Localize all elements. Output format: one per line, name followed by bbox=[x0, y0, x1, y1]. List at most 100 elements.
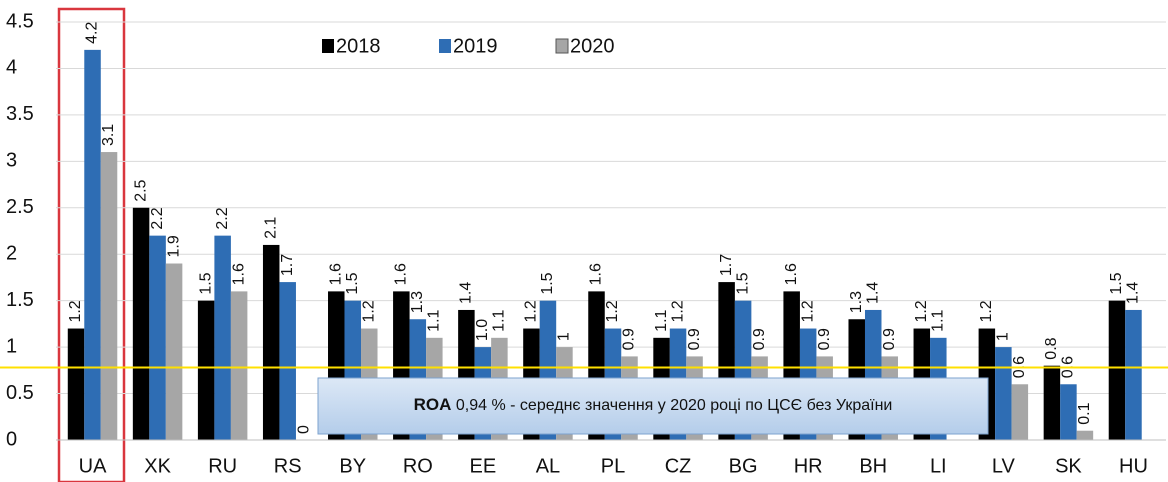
x-tick-label: LI bbox=[930, 455, 947, 477]
legend-swatch bbox=[439, 39, 451, 53]
y-tick-label: 4.5 bbox=[6, 10, 34, 32]
bar bbox=[67, 328, 85, 440]
data-label: 2.1 bbox=[262, 217, 279, 239]
x-tick-label: EE bbox=[470, 455, 497, 477]
data-label: 0.9 bbox=[751, 328, 768, 350]
x-tick-label: LV bbox=[992, 455, 1016, 477]
data-label: 1.7 bbox=[279, 254, 296, 276]
bar bbox=[995, 347, 1012, 440]
y-tick-label: 3 bbox=[6, 150, 17, 172]
x-tick-label: BH bbox=[859, 455, 887, 477]
data-label: 2.2 bbox=[149, 207, 166, 229]
x-tick-label: CZ bbox=[665, 455, 692, 477]
x-tick-label: XK bbox=[144, 455, 171, 477]
data-label: 1 bbox=[995, 332, 1012, 341]
data-label: 1.5 bbox=[197, 272, 214, 294]
bar bbox=[279, 282, 296, 440]
bar bbox=[165, 263, 183, 440]
legend-label: 2018 bbox=[336, 35, 381, 57]
x-tick-label: AL bbox=[536, 455, 560, 477]
x-tick-label: UA bbox=[79, 455, 107, 477]
data-label: 1.9 bbox=[165, 235, 182, 257]
x-tick-label: RO bbox=[403, 455, 433, 477]
data-label: 1.5 bbox=[734, 272, 751, 294]
data-label: 0.8 bbox=[1043, 337, 1060, 359]
bar bbox=[197, 300, 215, 440]
y-tick-label: 0.5 bbox=[6, 382, 34, 404]
bar bbox=[1108, 300, 1126, 440]
data-label: 1.2 bbox=[799, 300, 816, 322]
data-label: 0.9 bbox=[621, 328, 638, 350]
y-tick-label: 3.5 bbox=[6, 103, 34, 125]
x-tick-label: HU bbox=[1119, 455, 1148, 477]
data-label: 1.2 bbox=[360, 300, 377, 322]
annotation-bold: ROA bbox=[414, 395, 452, 414]
data-label: 1.1 bbox=[426, 309, 443, 331]
data-label: 1.2 bbox=[669, 300, 686, 322]
data-label: 4.2 bbox=[84, 22, 101, 44]
bar bbox=[100, 152, 118, 441]
data-label: 1.3 bbox=[409, 291, 426, 313]
y-tick-label: 4 bbox=[6, 57, 17, 79]
y-tick-label: 0 bbox=[6, 428, 17, 450]
data-label: 1.4 bbox=[458, 282, 475, 304]
data-label: 1.5 bbox=[1108, 272, 1125, 294]
legend-label: 2020 bbox=[570, 35, 615, 57]
data-label: 1 bbox=[556, 332, 573, 341]
x-tick-label: BY bbox=[339, 455, 366, 477]
annotation-text: 0,94 % - середнє значення у 2020 році по… bbox=[451, 397, 892, 414]
data-label: 1.6 bbox=[230, 263, 247, 285]
data-label: 1.1 bbox=[653, 309, 670, 331]
data-label: 0 bbox=[295, 425, 312, 434]
bar bbox=[1125, 309, 1142, 440]
y-tick-label: 1 bbox=[6, 335, 17, 357]
data-label: 1.5 bbox=[539, 272, 556, 294]
data-label: 0.9 bbox=[816, 328, 833, 350]
data-label: 1.2 bbox=[604, 300, 621, 322]
data-label: 1.5 bbox=[344, 272, 361, 294]
legend-swatch bbox=[322, 39, 334, 53]
data-label: 1.4 bbox=[1125, 282, 1142, 304]
data-label: 2.5 bbox=[132, 179, 149, 201]
bar bbox=[230, 291, 248, 440]
data-label: 1.2 bbox=[913, 300, 930, 322]
bar bbox=[1060, 384, 1077, 440]
data-label: 0.1 bbox=[1076, 402, 1093, 424]
annotation: ROA 0,94 % - середнє значення у 2020 роц… bbox=[414, 395, 893, 414]
bar bbox=[1043, 365, 1061, 440]
data-label: 1.2 bbox=[67, 300, 84, 322]
data-label: 1.1 bbox=[930, 309, 947, 331]
data-label: 1.7 bbox=[718, 254, 735, 276]
x-tick-label: BG bbox=[729, 455, 758, 477]
data-label: 2.2 bbox=[214, 207, 231, 229]
y-tick-label: 2 bbox=[6, 243, 17, 265]
x-tick-label: SK bbox=[1055, 455, 1082, 477]
data-label: 3.1 bbox=[100, 124, 117, 146]
y-tick-label: 1.5 bbox=[6, 289, 34, 311]
data-label: 1.6 bbox=[393, 263, 410, 285]
data-label: 1.1 bbox=[491, 309, 508, 331]
legend-swatch bbox=[555, 38, 569, 54]
legend-label: 2019 bbox=[453, 35, 498, 57]
annotation-box bbox=[317, 377, 989, 435]
highlight-box bbox=[57, 7, 126, 482]
bar bbox=[262, 244, 280, 440]
bar bbox=[84, 49, 101, 440]
data-label: 0.9 bbox=[686, 328, 703, 350]
data-label: 0.9 bbox=[881, 328, 898, 350]
data-label: 1.3 bbox=[848, 291, 865, 313]
x-tick-label: RS bbox=[274, 455, 302, 477]
bar bbox=[149, 235, 166, 440]
data-label: 1.2 bbox=[978, 300, 995, 322]
data-label: 1.6 bbox=[588, 263, 605, 285]
bar bbox=[214, 235, 231, 440]
data-label: 1.2 bbox=[523, 300, 540, 322]
x-tick-label: PL bbox=[601, 455, 625, 477]
x-tick-label: RU bbox=[208, 455, 237, 477]
data-label: 1.0 bbox=[474, 319, 491, 341]
data-label: 1.4 bbox=[864, 282, 881, 304]
data-label: 1.6 bbox=[327, 263, 344, 285]
bar bbox=[1076, 430, 1094, 440]
bar bbox=[1011, 384, 1029, 440]
